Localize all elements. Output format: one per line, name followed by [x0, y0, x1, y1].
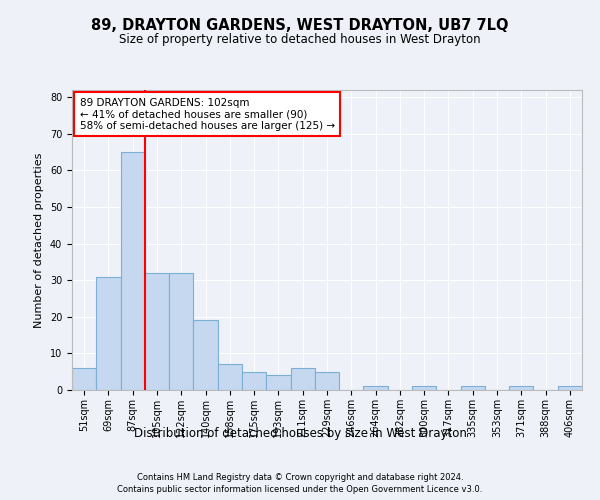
- Bar: [218, 364, 242, 390]
- Bar: [121, 152, 145, 390]
- Bar: [461, 386, 485, 390]
- Bar: [364, 386, 388, 390]
- Bar: [509, 386, 533, 390]
- Text: 89 DRAYTON GARDENS: 102sqm
← 41% of detached houses are smaller (90)
58% of semi: 89 DRAYTON GARDENS: 102sqm ← 41% of deta…: [80, 98, 335, 130]
- Text: 89, DRAYTON GARDENS, WEST DRAYTON, UB7 7LQ: 89, DRAYTON GARDENS, WEST DRAYTON, UB7 7…: [91, 18, 509, 32]
- Bar: [315, 372, 339, 390]
- Text: Distribution of detached houses by size in West Drayton: Distribution of detached houses by size …: [134, 428, 466, 440]
- Text: Contains public sector information licensed under the Open Government Licence v3: Contains public sector information licen…: [118, 485, 482, 494]
- Bar: [96, 276, 121, 390]
- Bar: [72, 368, 96, 390]
- Text: Contains HM Land Registry data © Crown copyright and database right 2024.: Contains HM Land Registry data © Crown c…: [137, 472, 463, 482]
- Bar: [169, 273, 193, 390]
- Text: Size of property relative to detached houses in West Drayton: Size of property relative to detached ho…: [119, 32, 481, 46]
- Y-axis label: Number of detached properties: Number of detached properties: [34, 152, 44, 328]
- Bar: [193, 320, 218, 390]
- Bar: [412, 386, 436, 390]
- Bar: [242, 372, 266, 390]
- Bar: [266, 376, 290, 390]
- Bar: [290, 368, 315, 390]
- Bar: [558, 386, 582, 390]
- Bar: [145, 273, 169, 390]
